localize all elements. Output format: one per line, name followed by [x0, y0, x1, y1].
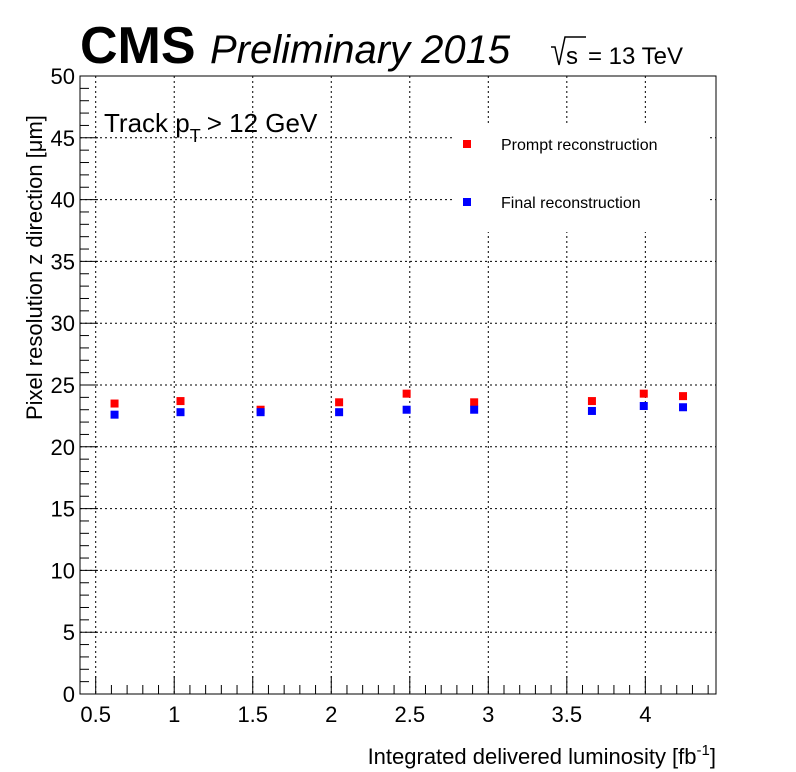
- legend: Prompt reconstruction Final reconstructi…: [452, 126, 708, 232]
- energy-label: s = 13 TeV: [551, 36, 683, 70]
- x-tick-label: 1: [168, 702, 180, 727]
- x-tick-labels: 0.5 1 1.5 2 2.5 3 3.5 4: [80, 702, 651, 727]
- y-tick-label: 50: [51, 64, 75, 89]
- y-tick-label: 45: [51, 126, 75, 151]
- data-point: [402, 389, 411, 398]
- data-point: [110, 410, 119, 419]
- y-tick-label: 20: [51, 435, 75, 460]
- legend-label-final: Final reconstruction: [501, 195, 641, 212]
- data-point: [402, 405, 411, 414]
- data-point: [256, 408, 265, 417]
- status-label: Preliminary 2015: [210, 28, 511, 72]
- y-tick-label: 15: [51, 497, 75, 522]
- x-tick-label: 4: [639, 702, 651, 727]
- y-tick-label: 30: [51, 311, 75, 336]
- y-tick-label: 5: [63, 620, 75, 645]
- track-cut-text: Track p: [104, 108, 190, 138]
- data-point: [679, 403, 688, 412]
- data-point: [639, 389, 648, 398]
- data-points: [110, 389, 688, 419]
- data-point: [639, 402, 648, 411]
- data-point: [335, 408, 344, 417]
- data-point: [679, 392, 688, 401]
- x-tick-label: 1.5: [237, 702, 268, 727]
- axis-ticks: [79, 75, 709, 695]
- x-axis-title-main: Integrated delivered luminosity [fb: [368, 744, 697, 769]
- x-tick-label: 3: [482, 702, 494, 727]
- track-cut-threshold: > 12 GeV: [207, 108, 318, 138]
- legend-box: [452, 126, 708, 232]
- data-point: [587, 397, 596, 406]
- track-cut-annotation: Track pT > 12 GeV: [104, 108, 318, 146]
- energy-value: = 13 TeV: [588, 43, 683, 70]
- data-point: [335, 398, 344, 407]
- experiment-label: CMS: [80, 17, 196, 75]
- energy-sqrt-arg: s: [566, 43, 578, 70]
- x-axis-title: Integrated delivered luminosity [fb-1]: [368, 742, 716, 769]
- series-prompt: [110, 389, 688, 414]
- x-axis-title-exponent: -1: [697, 742, 710, 759]
- legend-label-prompt: Prompt reconstruction: [501, 137, 658, 154]
- sqrt-icon: [551, 36, 586, 66]
- data-point: [470, 398, 479, 407]
- y-tick-label: 25: [51, 373, 75, 398]
- x-tick-label: 0.5: [80, 702, 111, 727]
- data-point: [587, 406, 596, 415]
- track-cut-subscript: T: [190, 126, 201, 146]
- y-tick-label: 10: [51, 558, 75, 583]
- series-final: [110, 402, 688, 419]
- data-point: [110, 399, 119, 408]
- data-point: [176, 397, 185, 406]
- y-axis-title: Pixel resolution z direction [μm]: [22, 115, 47, 420]
- x-tick-label: 3.5: [552, 702, 583, 727]
- y-tick-labels: 0 5 10 15 20 25 30 35 40 45 50: [51, 64, 75, 707]
- x-tick-label: 2.5: [394, 702, 425, 727]
- grid: [80, 76, 716, 694]
- x-axis-title-suffix: ]: [710, 744, 716, 769]
- y-tick-label: 40: [51, 188, 75, 213]
- y-tick-label: 0: [63, 682, 75, 707]
- data-point: [470, 405, 479, 414]
- data-point: [176, 408, 185, 417]
- x-tick-label: 2: [325, 702, 337, 727]
- legend-marker-final: [463, 198, 471, 206]
- y-tick-label: 35: [51, 249, 75, 274]
- legend-marker-prompt: [463, 140, 471, 148]
